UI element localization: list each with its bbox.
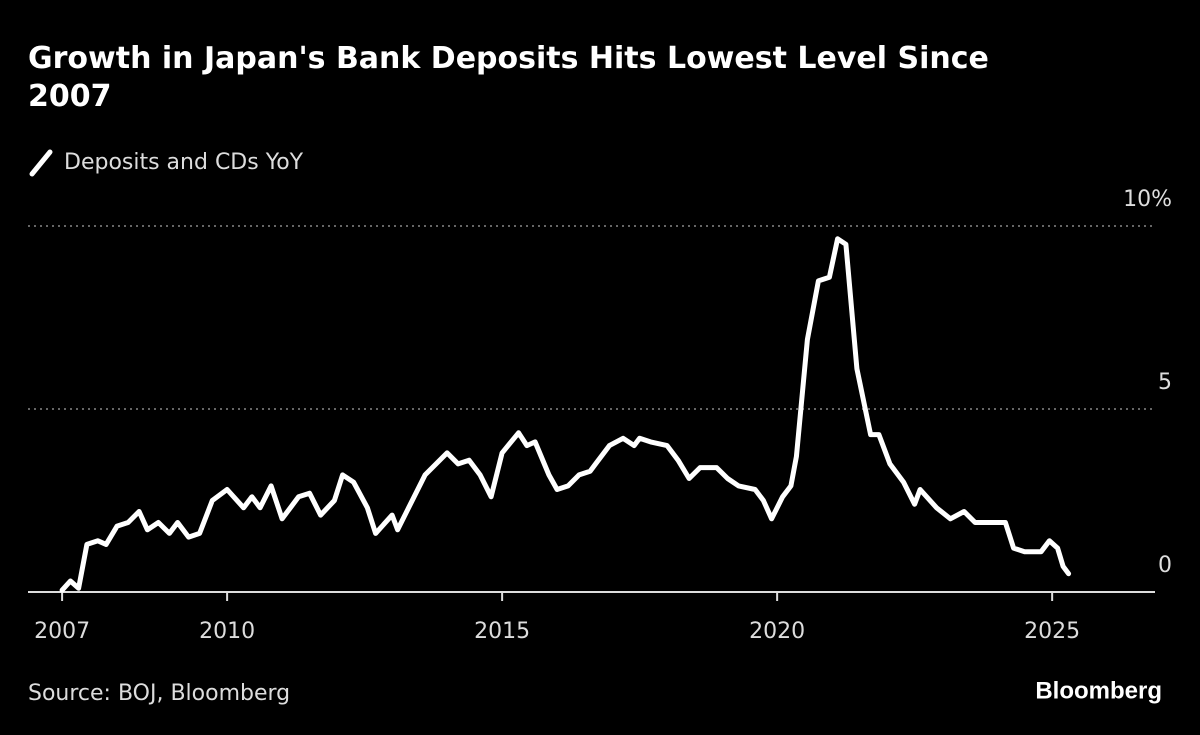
x-tick-label: 2007: [34, 619, 90, 644]
y-tick-label: 10%: [1123, 187, 1172, 212]
legend-label: Deposits and CDs YoY: [64, 150, 304, 175]
chart-title: Growth in Japan's Bank Deposits Hits Low…: [28, 41, 989, 114]
line: [59, 236, 1072, 593]
legend-swatch: [29, 149, 53, 177]
source: Source: BOJ, Bloomberg: [28, 681, 290, 706]
x-tick-label: 2010: [199, 619, 255, 644]
x-tick-label: 2020: [749, 619, 805, 644]
brand: Bloomberg: [1035, 677, 1162, 704]
y-tick-label: 0: [1158, 553, 1172, 578]
x-tick-label: 2025: [1024, 619, 1080, 644]
x-tick-label: 2015: [474, 619, 530, 644]
y-tick-label: 5: [1158, 370, 1172, 395]
